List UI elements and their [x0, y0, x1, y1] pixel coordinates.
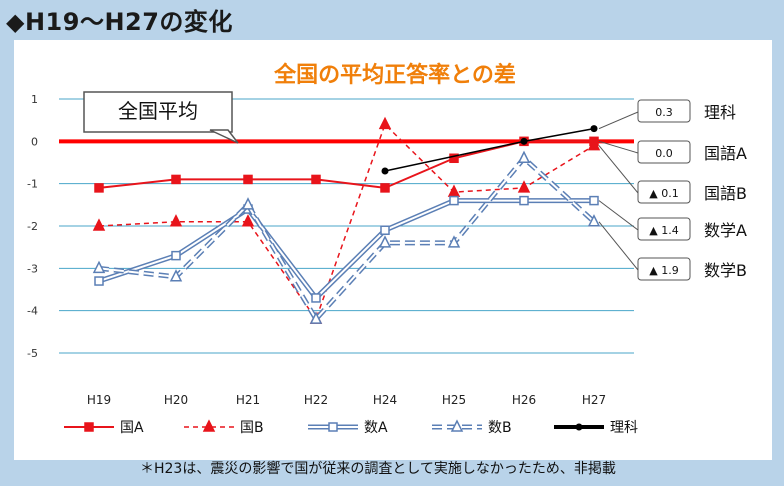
series-4-point [241, 197, 255, 210]
series-4-point [517, 150, 531, 164]
callout-leader [598, 140, 639, 154]
series-2-point [169, 214, 183, 227]
series-2-line [98, 123, 595, 321]
y-tick-label: -4 [27, 305, 38, 318]
x-tick-label: H19 [87, 393, 111, 407]
y-tick-label: 0 [31, 135, 38, 148]
y-tick-label: -5 [27, 347, 38, 360]
value-callout-text: 0.3 [655, 106, 673, 119]
subject-label: 数学B [704, 261, 747, 280]
series-4-point [309, 311, 323, 324]
value-callout-box [637, 140, 691, 164]
legend-4-marker [450, 419, 464, 432]
callout-leader [598, 221, 639, 271]
value-callout-text: 0.0 [655, 147, 673, 160]
series-2-point [378, 116, 392, 130]
legend-3-label: 数A [364, 420, 388, 436]
value-callout-box [637, 257, 691, 281]
value-callout-text: ▲ 0.1 [649, 187, 678, 200]
series-5-point [381, 167, 389, 175]
value-callout-box [637, 217, 691, 241]
series-1-point [449, 153, 459, 164]
series-3-point [449, 195, 459, 206]
series-1-point [94, 183, 104, 193]
x-tick-label: H25 [442, 393, 466, 407]
series-3-point [311, 293, 321, 303]
y-tick-label: -2 [27, 220, 38, 233]
series-2-point [517, 180, 531, 193]
series-2-point [241, 214, 255, 227]
subject-label: 数学A [704, 221, 747, 240]
series-4-point [587, 214, 601, 227]
x-tick-label: H21 [236, 393, 260, 407]
footnote: ＊H23は、震災の影響で国が従来の調査として実施しなかったため、非掲載 [140, 461, 616, 477]
y-tick-label: 1 [31, 93, 38, 106]
series-3-line-inner [98, 199, 594, 300]
series-4-point [447, 235, 461, 248]
legend-1-label: 国A [120, 420, 144, 436]
legend-5-label: 理科 [610, 420, 638, 436]
value-callout-box [637, 180, 691, 204]
series-3-point [171, 250, 181, 261]
x-tick-label: H20 [164, 393, 188, 407]
series-5-point [590, 125, 598, 133]
series-2-point [447, 184, 461, 197]
series-3-line [98, 198, 594, 302]
legend-3-marker [328, 422, 338, 432]
series-2-point [92, 218, 106, 231]
series-5-point [520, 137, 528, 145]
series-4-point [92, 260, 106, 274]
series-3-point [519, 195, 529, 206]
series-4-point [378, 235, 392, 248]
value-callout-text: ▲ 1.9 [649, 264, 678, 277]
callout-pointer [209, 129, 239, 144]
subject-label: 国語A [704, 144, 747, 163]
legend-2-marker [202, 419, 216, 432]
y-tick-label: -3 [27, 262, 38, 275]
callout-label: 全国平均 [118, 99, 198, 123]
legend-5-marker [575, 423, 583, 431]
series-3-point [589, 195, 599, 206]
series-1-point [243, 174, 253, 185]
subject-label: 理科 [704, 103, 736, 122]
callout-leader [598, 145, 639, 194]
series-4-point [169, 269, 183, 282]
callout-leader [598, 200, 639, 231]
chart-title: 全国の平均正答率との差 [273, 62, 516, 88]
x-tick-label: H26 [512, 393, 536, 407]
callout-leader [598, 111, 639, 130]
series-1-point [171, 174, 181, 185]
legend-2-label: 国B [240, 420, 264, 436]
series-1-point [311, 174, 321, 185]
series-4-line-inner [98, 156, 595, 321]
callout-box [83, 91, 233, 133]
series-3-point [94, 276, 104, 286]
x-tick-label: H27 [582, 393, 606, 407]
legend-1-marker [84, 422, 94, 432]
chart-panel: 全国の平均正答率との差 1 0 -1 -2 -3 -4 -5 全国平均 H19 H20 H21 H22 H… [14, 40, 772, 460]
y-tick-label: -1 [27, 178, 38, 191]
x-tick-label: H24 [373, 393, 397, 407]
value-callout-text: ▲ 1.4 [649, 224, 678, 237]
slide-header: ◆H19～H27の変化 [6, 8, 233, 36]
subject-label: 国語B [704, 184, 747, 203]
line-chart: 全国の平均正答率との差 1 0 -1 -2 -3 -4 -5 全国平均 H19 H20 H21 H22 H… [27, 62, 747, 436]
legend-4-label: 数B [488, 420, 512, 436]
x-tick-label: H22 [304, 393, 328, 407]
series-2-point [587, 137, 601, 151]
value-callout-box [637, 99, 691, 123]
series-1-point [380, 183, 390, 193]
series-3-point [380, 225, 390, 235]
